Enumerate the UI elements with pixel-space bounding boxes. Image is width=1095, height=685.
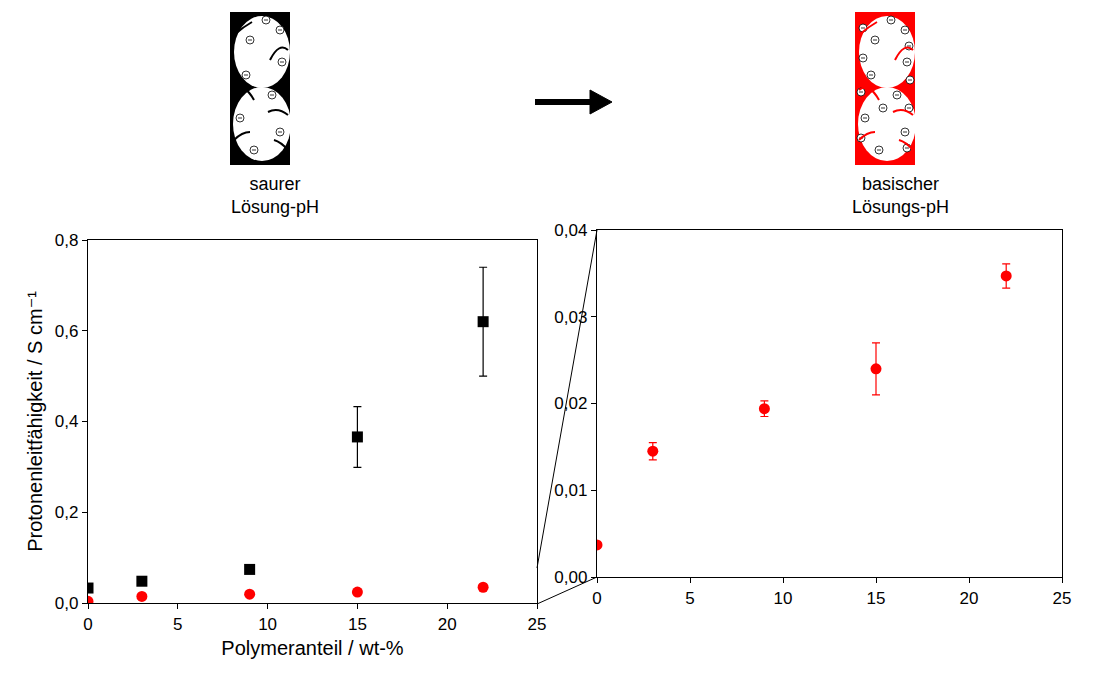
svg-text:5: 5 (173, 615, 182, 634)
svg-text:Polymeranteil / wt-%: Polymeranteil / wt-% (221, 637, 403, 659)
svg-text:saurerLösung-pH: saurerLösung-pH (231, 174, 319, 217)
svg-text:basischerLösungs-pH: basischerLösungs-pH (852, 174, 949, 217)
svg-text:0,2: 0,2 (55, 503, 79, 522)
svg-text:0,01: 0,01 (554, 481, 587, 500)
svg-text:0: 0 (83, 615, 92, 634)
svg-text:5: 5 (685, 589, 694, 608)
svg-text:0,8: 0,8 (55, 231, 79, 250)
svg-text:0,03: 0,03 (554, 308, 587, 327)
svg-text:0,02: 0,02 (554, 394, 587, 413)
svg-text:0: 0 (592, 589, 601, 608)
svg-text:15: 15 (867, 589, 886, 608)
svg-text:Protonenleitfähigkeit / S cm⁻¹: Protonenleitfähigkeit / S cm⁻¹ (24, 291, 46, 552)
svg-text:10: 10 (774, 589, 793, 608)
svg-text:0,6: 0,6 (55, 322, 79, 341)
svg-text:15: 15 (348, 615, 367, 634)
svg-text:0,00: 0,00 (554, 568, 587, 587)
svg-text:0,0: 0,0 (55, 594, 79, 613)
svg-text:20: 20 (960, 589, 979, 608)
svg-text:0,4: 0,4 (55, 412, 79, 431)
svg-text:25: 25 (1053, 589, 1072, 608)
svg-text:10: 10 (258, 615, 277, 634)
svg-text:0,04: 0,04 (554, 221, 587, 240)
svg-text:25: 25 (528, 615, 547, 634)
svg-text:20: 20 (438, 615, 457, 634)
